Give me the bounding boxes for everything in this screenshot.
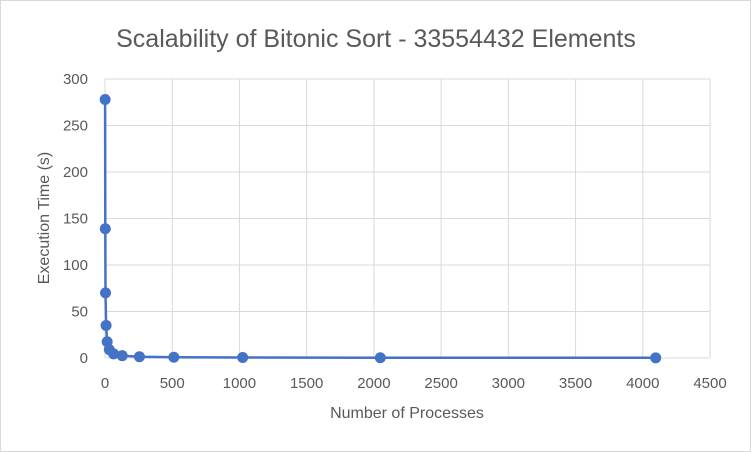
data-point xyxy=(100,287,112,299)
x-tick-label: 3500 xyxy=(559,375,592,392)
x-tick-label: 3000 xyxy=(492,375,525,392)
x-tick-label: 0 xyxy=(101,375,109,392)
data-point xyxy=(133,351,145,363)
series-layer xyxy=(99,93,662,364)
y-tick-label: 150 xyxy=(63,211,88,228)
x-tick-label: 1500 xyxy=(290,375,323,392)
chart-title: Scalability of Bitonic Sort - 33554432 E… xyxy=(116,25,636,53)
y-tick-label: 200 xyxy=(63,164,88,181)
series-line-0 xyxy=(103,99,656,360)
y-axis-label: Execution Time (s) xyxy=(36,152,53,284)
x-tick-label: 2500 xyxy=(424,375,457,392)
x-axis-label: Number of Processes xyxy=(330,405,484,422)
data-point xyxy=(374,352,386,364)
data-point xyxy=(99,223,111,235)
x-tick-label: 1000 xyxy=(223,375,256,392)
x-tick-label: 2000 xyxy=(357,375,390,392)
x-tick-label: 4000 xyxy=(626,375,659,392)
y-tick-label: 0 xyxy=(80,350,88,367)
x-tick-label: 500 xyxy=(160,375,185,392)
y-tick-label: 100 xyxy=(63,257,88,274)
x-tick-label: 4500 xyxy=(693,375,726,392)
gridlines xyxy=(104,78,711,359)
y-tick-label: 50 xyxy=(71,304,88,321)
data-point xyxy=(108,348,120,360)
data-point xyxy=(168,351,180,363)
data-point xyxy=(650,352,662,364)
y-tick-label: 250 xyxy=(63,118,88,135)
y-tick-label: 300 xyxy=(63,71,88,88)
data-point xyxy=(99,93,111,105)
data-point xyxy=(237,352,249,364)
data-point xyxy=(100,319,112,331)
data-point xyxy=(116,350,128,362)
